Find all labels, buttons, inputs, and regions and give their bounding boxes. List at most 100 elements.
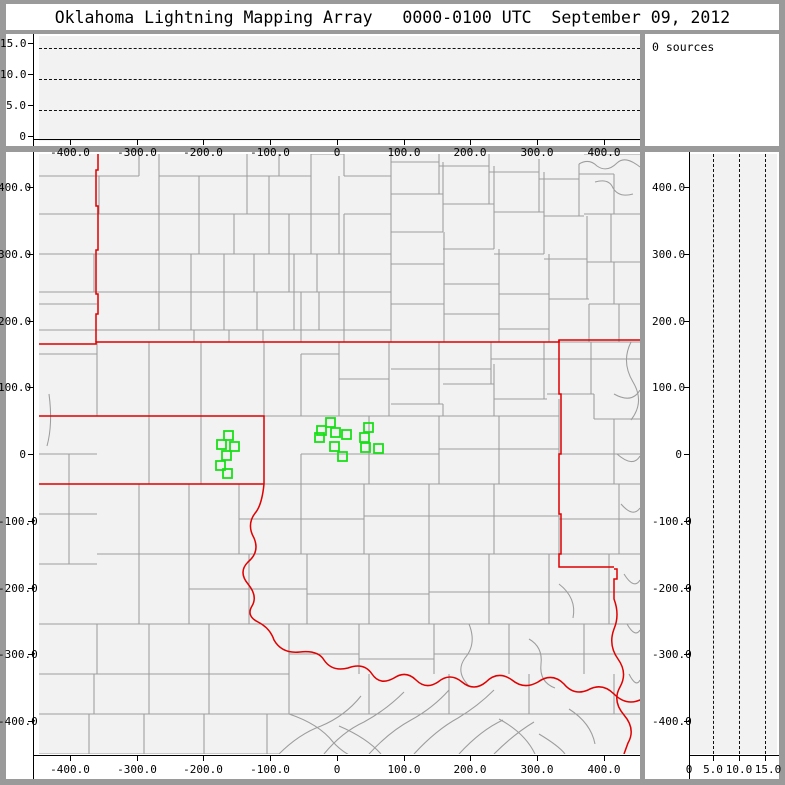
map-ytick-label-200: 200.0	[0, 315, 32, 328]
right-ytick--100	[684, 521, 689, 522]
ytick-0	[28, 136, 33, 137]
right-ytick-label--100: -100.0	[652, 515, 692, 528]
height-count-y-axis	[689, 152, 690, 779]
map-xtick-label-200: 200.0	[453, 763, 487, 776]
map-xtick--300	[137, 756, 138, 761]
right-xtick-10	[739, 756, 740, 761]
right-xtick-0	[689, 756, 690, 761]
plan-view-map-plot-area[interactable]	[39, 154, 640, 754]
map-ytick--400	[28, 721, 33, 722]
map-ytick-label-300: 300.0	[0, 248, 32, 261]
top-xtick--300	[137, 140, 138, 145]
top-xtick-100	[404, 140, 405, 145]
ytick-5	[28, 105, 33, 106]
top-xtick-400	[604, 140, 605, 145]
top-xtick-200	[470, 140, 471, 145]
right-ytick-label--400: -400.0	[652, 715, 692, 728]
time-height-plot-area[interactable]	[39, 36, 640, 141]
map-ytick--100	[28, 521, 33, 522]
map-xtick--400	[70, 756, 71, 761]
map-xtick-label--400: -400.0	[50, 763, 90, 776]
map-ytick-label-100: 100.0	[0, 381, 32, 394]
map-xtick--100	[270, 756, 271, 761]
right-xtick-15	[765, 756, 766, 761]
map-xtick-label-0: 0	[333, 763, 341, 776]
map-xtick-label-100: 100.0	[387, 763, 421, 776]
right-ytick-label-200: 200.0	[652, 315, 686, 328]
map-ytick-100	[28, 387, 33, 388]
right-ytick-200	[684, 321, 689, 322]
map-xtick-400	[604, 756, 605, 761]
map-xtick-label--100: -100.0	[250, 763, 290, 776]
vgridline-10	[738, 154, 740, 754]
map-xtick-label--200: -200.0	[183, 763, 223, 776]
gridline-5	[39, 110, 640, 112]
height-count-panel[interactable]	[645, 152, 779, 779]
state-boundaries	[39, 154, 640, 754]
time-height-y-axis	[33, 34, 34, 146]
right-ytick--300	[684, 654, 689, 655]
top-xtick-label--200: -200.0	[183, 146, 223, 159]
map-xtick-label-300: 300.0	[520, 763, 554, 776]
map-ytick-200	[28, 321, 33, 322]
right-xtick-label-15: 15.0	[754, 763, 782, 776]
map-ytick-400	[28, 187, 33, 188]
top-xtick--400	[70, 140, 71, 145]
right-ytick-label-400: 400.0	[652, 181, 686, 194]
plan-view-map-panel[interactable]	[6, 152, 640, 779]
ytick-15	[28, 43, 33, 44]
time-height-panel[interactable]	[6, 34, 640, 146]
top-xtick-label--300: -300.0	[117, 146, 157, 159]
map-ytick--200	[28, 588, 33, 589]
top-xtick-label-100: 100.0	[387, 146, 421, 159]
lightning-source-markers	[215, 417, 384, 479]
height-count-plot-area[interactable]	[689, 154, 777, 754]
map-xtick-300	[537, 756, 538, 761]
vgridline-5	[713, 154, 715, 754]
right-xtick-5	[713, 756, 714, 761]
time-height-x-axis	[33, 139, 640, 140]
map-xtick-label--300: -300.0	[117, 763, 157, 776]
right-ytick-100	[684, 387, 689, 388]
top-xtick--100	[270, 140, 271, 145]
map-ytick-300	[28, 254, 33, 255]
height-count-x-axis	[689, 755, 779, 756]
map-xtick-100	[404, 756, 405, 761]
map-ytick-label--200: -200.0	[0, 582, 38, 595]
top-xtick-label-0: 0	[333, 146, 341, 159]
source-count-panel: 0 sources	[645, 34, 779, 146]
map-ytick-label--300: -300.0	[0, 648, 38, 661]
top-xtick-label-400: 400.0	[587, 146, 621, 159]
right-ytick-0	[684, 454, 689, 455]
map-ytick-label--100: -100.0	[0, 515, 38, 528]
map-ytick-0	[28, 454, 33, 455]
page-title: Oklahoma Lightning Mapping Array 0000-01…	[54, 7, 731, 27]
map-ytick-label-400: 400.0	[0, 181, 32, 194]
right-xtick-label-5: 5.0	[703, 763, 723, 776]
county-boundaries	[39, 154, 640, 754]
right-xtick-label-0: 0	[685, 763, 693, 776]
map-xtick--200	[203, 756, 204, 761]
top-xtick-300	[537, 140, 538, 145]
ytick-label-15: 15.0	[0, 37, 27, 50]
right-ytick--400	[684, 721, 689, 722]
map-x-axis	[33, 755, 640, 756]
gridline-10	[39, 79, 640, 81]
title-bar: Oklahoma Lightning Mapping Array 0000-01…	[6, 4, 779, 30]
right-ytick-label-100: 100.0	[652, 381, 686, 394]
right-ytick-label-0: 0	[675, 448, 682, 461]
top-xtick-label--100: -100.0	[250, 146, 290, 159]
map-graphic	[39, 154, 640, 754]
map-ytick--300	[28, 654, 33, 655]
right-ytick-400	[684, 187, 689, 188]
map-y-axis	[33, 152, 34, 779]
map-xtick-label-400: 400.0	[587, 763, 621, 776]
right-xtick-label-10: 10.0	[725, 763, 753, 776]
right-ytick-300	[684, 254, 689, 255]
map-xtick-0	[337, 756, 338, 761]
top-xtick-label-200: 200.0	[453, 146, 487, 159]
gridline-15	[39, 48, 640, 50]
vgridline-15	[765, 154, 767, 754]
map-xtick-200	[470, 756, 471, 761]
